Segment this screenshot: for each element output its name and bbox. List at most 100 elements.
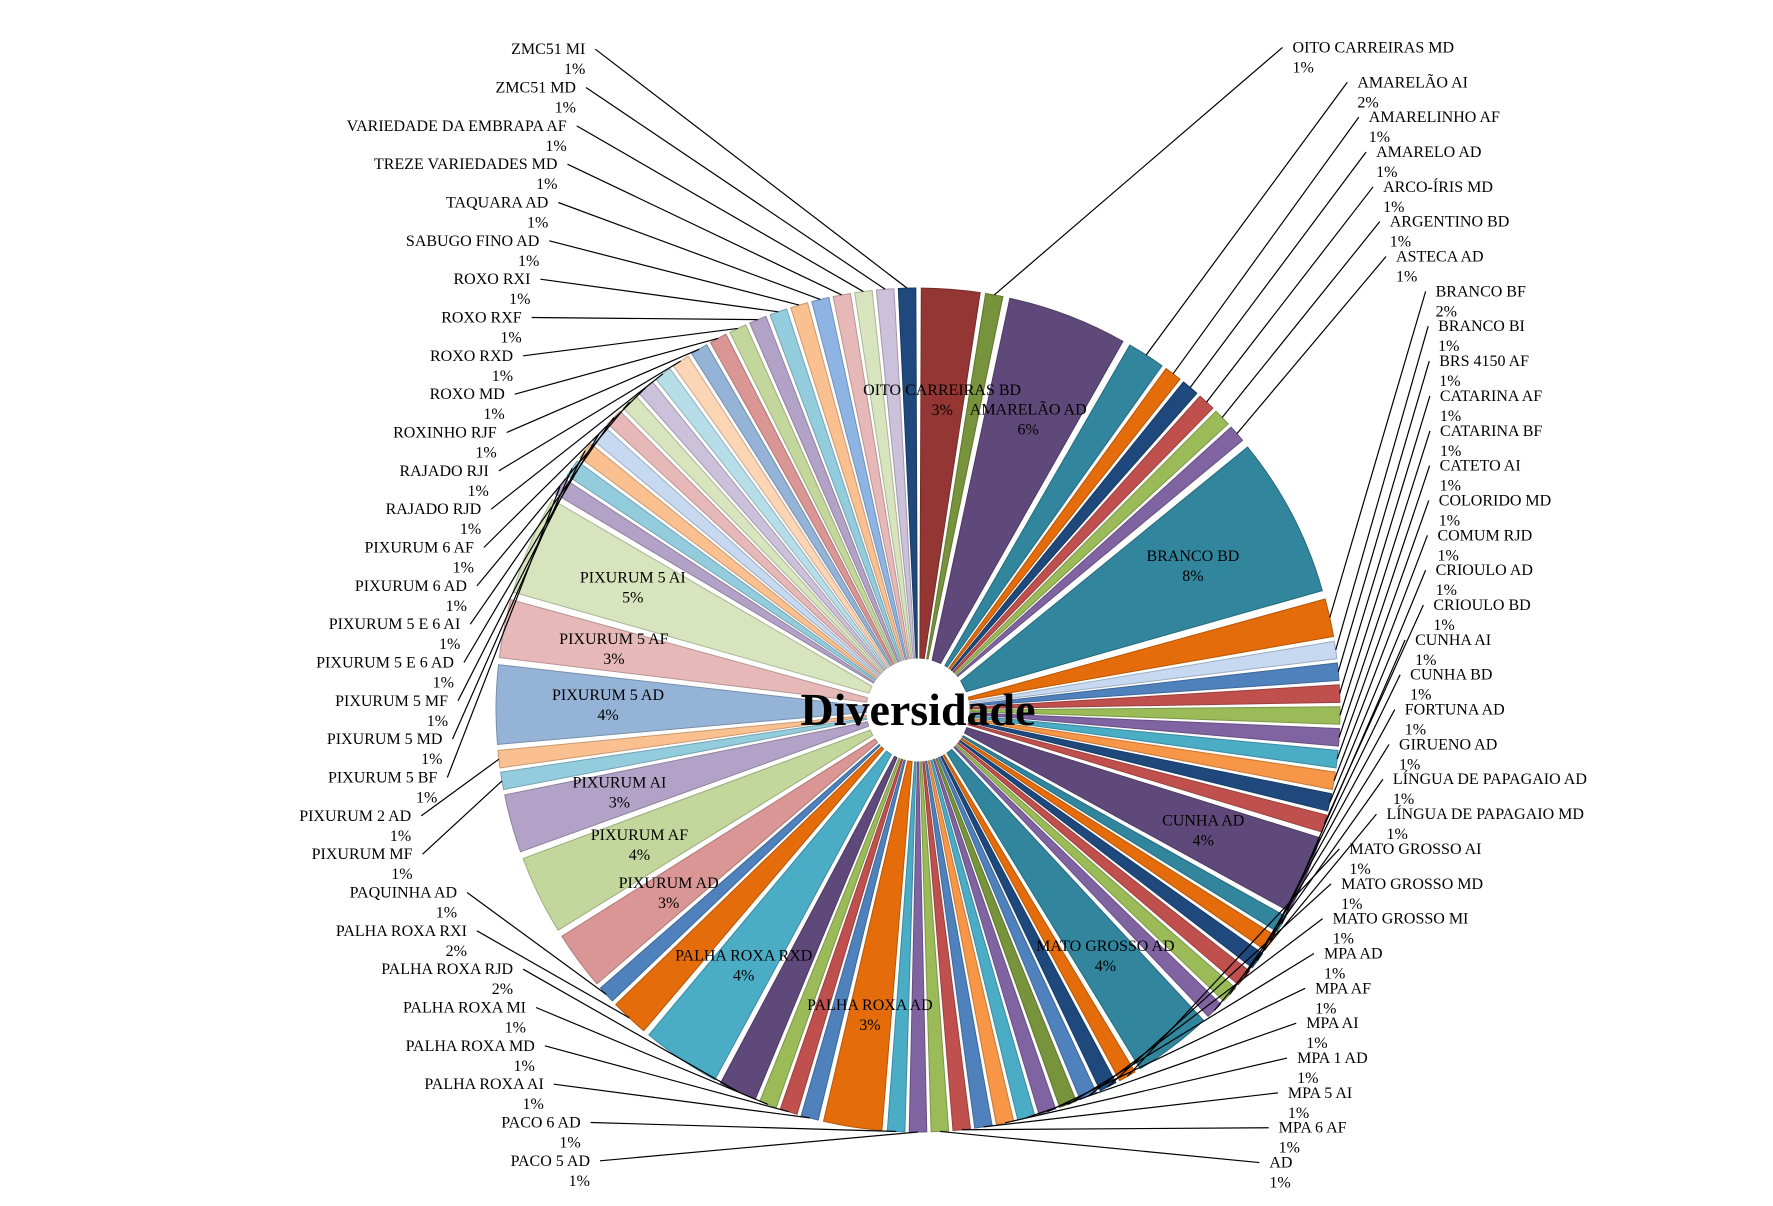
leader-line-paco-6-ad xyxy=(590,1121,897,1133)
data-label-branco-bf: BRANCO BF 2% xyxy=(1436,283,1526,320)
leader-line-paco-5-ad xyxy=(599,1131,919,1162)
data-label-arco-iris-md: ARCO-ÍRIS MD 1% xyxy=(1383,177,1493,216)
slice-pixurum-5-mf xyxy=(579,443,879,680)
data-label-rajado-rjd: RAJADO RJD 1% xyxy=(386,501,482,538)
leader-line-brs-4150-af xyxy=(1337,360,1430,672)
slice-pixurum-5-af xyxy=(498,598,869,703)
slice-roxo-rxd xyxy=(729,324,898,664)
slice-roxinho-rjf xyxy=(690,344,893,667)
leader-line-amarelao-ai xyxy=(1145,81,1348,356)
leader-line-cateto-ai xyxy=(1338,465,1431,738)
data-label-sabugo-fino-ad: SABUGO FINO AD 1% xyxy=(406,233,539,270)
slice-amarelao-ad xyxy=(931,297,1124,664)
slice-colorido-md xyxy=(969,714,1339,769)
slice-asteca-ad xyxy=(956,426,1244,678)
leader-line-paquinha-ad xyxy=(466,892,607,996)
data-label-mato-grosso-ad: MATO GROSSO AD 4% xyxy=(1036,938,1174,975)
leader-line-roxo-rxf xyxy=(531,316,758,321)
data-label-pixurum-5-ai: PIXURUM 5 AI 5% xyxy=(580,570,686,607)
data-label-pixurum-5-ad: PIXURUM 5 AD 4% xyxy=(552,687,664,724)
data-label-cunha-ai: CUNHA AI 1% xyxy=(1415,632,1491,669)
data-label-roxo-rxf: ROXO RXF 1% xyxy=(441,310,522,347)
data-label-girueno-ad: GIRUENO AD 1% xyxy=(1399,736,1497,773)
slice-palha-roxa-ad xyxy=(822,760,913,1131)
data-label-pixurum-5-e-6-ai: PIXURUM 5 E 6 AI 1% xyxy=(329,616,461,653)
data-label-zmc51-md: ZMC51 MD 1% xyxy=(496,80,576,117)
leader-line-lingua-de-papagaio-ad xyxy=(1229,778,1384,995)
data-label-pixurum-5-md: PIXURUM 5 MD 1% xyxy=(327,731,443,768)
slice-mpa-ad xyxy=(935,757,1077,1109)
slice-pixurum-mf xyxy=(500,717,868,791)
data-label-rajado-rji: RAJADO RJI 1% xyxy=(399,463,488,500)
data-label-oito-carreiras-md: OITO CARREIRAS MD 1% xyxy=(1293,39,1455,76)
data-label-pixurum-mf: PIXURUM MF 1% xyxy=(312,846,413,883)
leader-line-oito-carreiras-md xyxy=(993,46,1283,296)
data-label-variedade-da-embrapa-af: VARIEDADE DA EMBRAPA AF 1% xyxy=(347,118,567,155)
slice-pixurum-af xyxy=(522,729,874,931)
leader-line-mato-grosso-ai xyxy=(1126,848,1340,1077)
data-label-argentino-bd: ARGENTINO BD 1% xyxy=(1390,214,1510,251)
slice-pixurum-ai xyxy=(504,721,870,853)
data-label-amarelinho-af: AMARELINHO AF 1% xyxy=(1369,109,1500,146)
data-label-roxo-rxi: ROXO RXI 1% xyxy=(454,271,531,308)
slice-branco-bf xyxy=(967,598,1335,701)
data-label-paco-6-ad: PACO 6 AD 1% xyxy=(501,1115,580,1152)
data-label-branco-bi: BRANCO BI 1% xyxy=(1438,318,1525,355)
leader-line-mpa-6-af xyxy=(961,1127,1269,1131)
slice-comum-rjd xyxy=(968,717,1336,791)
data-label-mato-grosso-mi: MATO GROSSO MI 1% xyxy=(1333,911,1469,948)
slice-lingua-de-papagaio-ad xyxy=(955,743,1237,1002)
leader-line-comum-rjd xyxy=(1333,535,1429,782)
leader-line-amarelo-ad xyxy=(1189,151,1367,388)
data-label-pixurum-5-bf: PIXURUM 5 BF 1% xyxy=(328,770,437,807)
data-label-ad: AD 1% xyxy=(1269,1155,1292,1192)
data-label-mato-grosso-md: MATO GROSSO MD 1% xyxy=(1341,876,1483,913)
leader-line-lingua-de-papagaio-md xyxy=(1213,813,1377,1011)
data-label-palha-roxa-rxi: PALHA ROXA RXI 2% xyxy=(336,923,467,960)
data-label-cateto-ai: CATETO AI 1% xyxy=(1440,458,1521,495)
slice-amarelinho-af xyxy=(948,367,1181,670)
data-label-mpa-1-ad: MPA 1 AD 1% xyxy=(1297,1050,1368,1087)
data-label-pixurum-5-e-6-ad: PIXURUM 5 E 6 AD 1% xyxy=(316,655,454,692)
leader-line-sabugo-fino-ad xyxy=(549,240,800,306)
data-label-amarelao-ad: AMARELÃO AD 6% xyxy=(970,400,1087,438)
leader-line-roxo-rxd xyxy=(523,327,738,357)
leader-line-palha-roxa-mi xyxy=(535,1006,769,1105)
data-label-mpa-af: MPA AF 1% xyxy=(1315,980,1371,1017)
leader-line-mpa-ad xyxy=(1067,952,1315,1105)
data-label-roxinho-rjf: ROXINHO RJF 1% xyxy=(393,425,497,462)
leader-line-pixurum-5-bf xyxy=(446,486,561,778)
leader-line-catarina-bf xyxy=(1339,430,1431,716)
data-label-pixurum-5-af: PIXURUM 5 AF 3% xyxy=(559,631,668,668)
data-label-catarina-af: CATARINA AF 1% xyxy=(1440,388,1542,425)
data-label-pixurum-ai: PIXURUM AI 3% xyxy=(573,774,667,811)
chart-title: Diversidade xyxy=(800,684,1035,735)
data-label-cunha-ad: CUNHA AD 4% xyxy=(1162,812,1244,849)
data-label-paquinha-ad: PAQUINHA AD 1% xyxy=(350,885,457,922)
leader-line-asteca-ad xyxy=(1236,256,1387,435)
slice-mpa-af xyxy=(932,758,1057,1115)
slice-amarelo-ad xyxy=(950,381,1198,672)
leader-line-pixurum-6-ad xyxy=(476,401,630,587)
leader-line-treze-variedades-md xyxy=(567,163,842,296)
slice-mato-grosso-ad xyxy=(946,748,1205,1070)
slice-zmc51-mi xyxy=(897,287,918,659)
slice-mato-grosso-md xyxy=(940,755,1117,1092)
leader-line-branco-bi xyxy=(1335,326,1429,651)
leader-line-ad xyxy=(939,1130,1260,1164)
data-label-treze-variedades-md: TREZE VARIEDADES MD 1% xyxy=(374,156,557,193)
data-label-colorido-md: COLORIDO MD 1% xyxy=(1439,492,1551,529)
leader-lines xyxy=(420,46,1431,1164)
data-label-mpa-6-af: MPA 6 AF 1% xyxy=(1279,1120,1347,1157)
leader-line-mpa-af xyxy=(1047,987,1306,1113)
data-label-amarelao-ai: AMARELÃO AI 2% xyxy=(1357,73,1468,111)
leader-line-rajado-rjd xyxy=(490,373,664,510)
leader-line-pixurum-5-e-6-ai xyxy=(469,417,615,625)
slice-pixurum-2-ad xyxy=(497,714,867,769)
data-label-amarelo-ad: AMARELO AD 1% xyxy=(1376,144,1481,181)
slice-treze-variedades-md xyxy=(832,292,910,660)
slice-cateto-ai xyxy=(969,712,1341,747)
data-label-cunha-bd: CUNHA BD 1% xyxy=(1410,667,1492,704)
data-label-crioulo-bd: CRIOULO BD 1% xyxy=(1433,597,1530,634)
